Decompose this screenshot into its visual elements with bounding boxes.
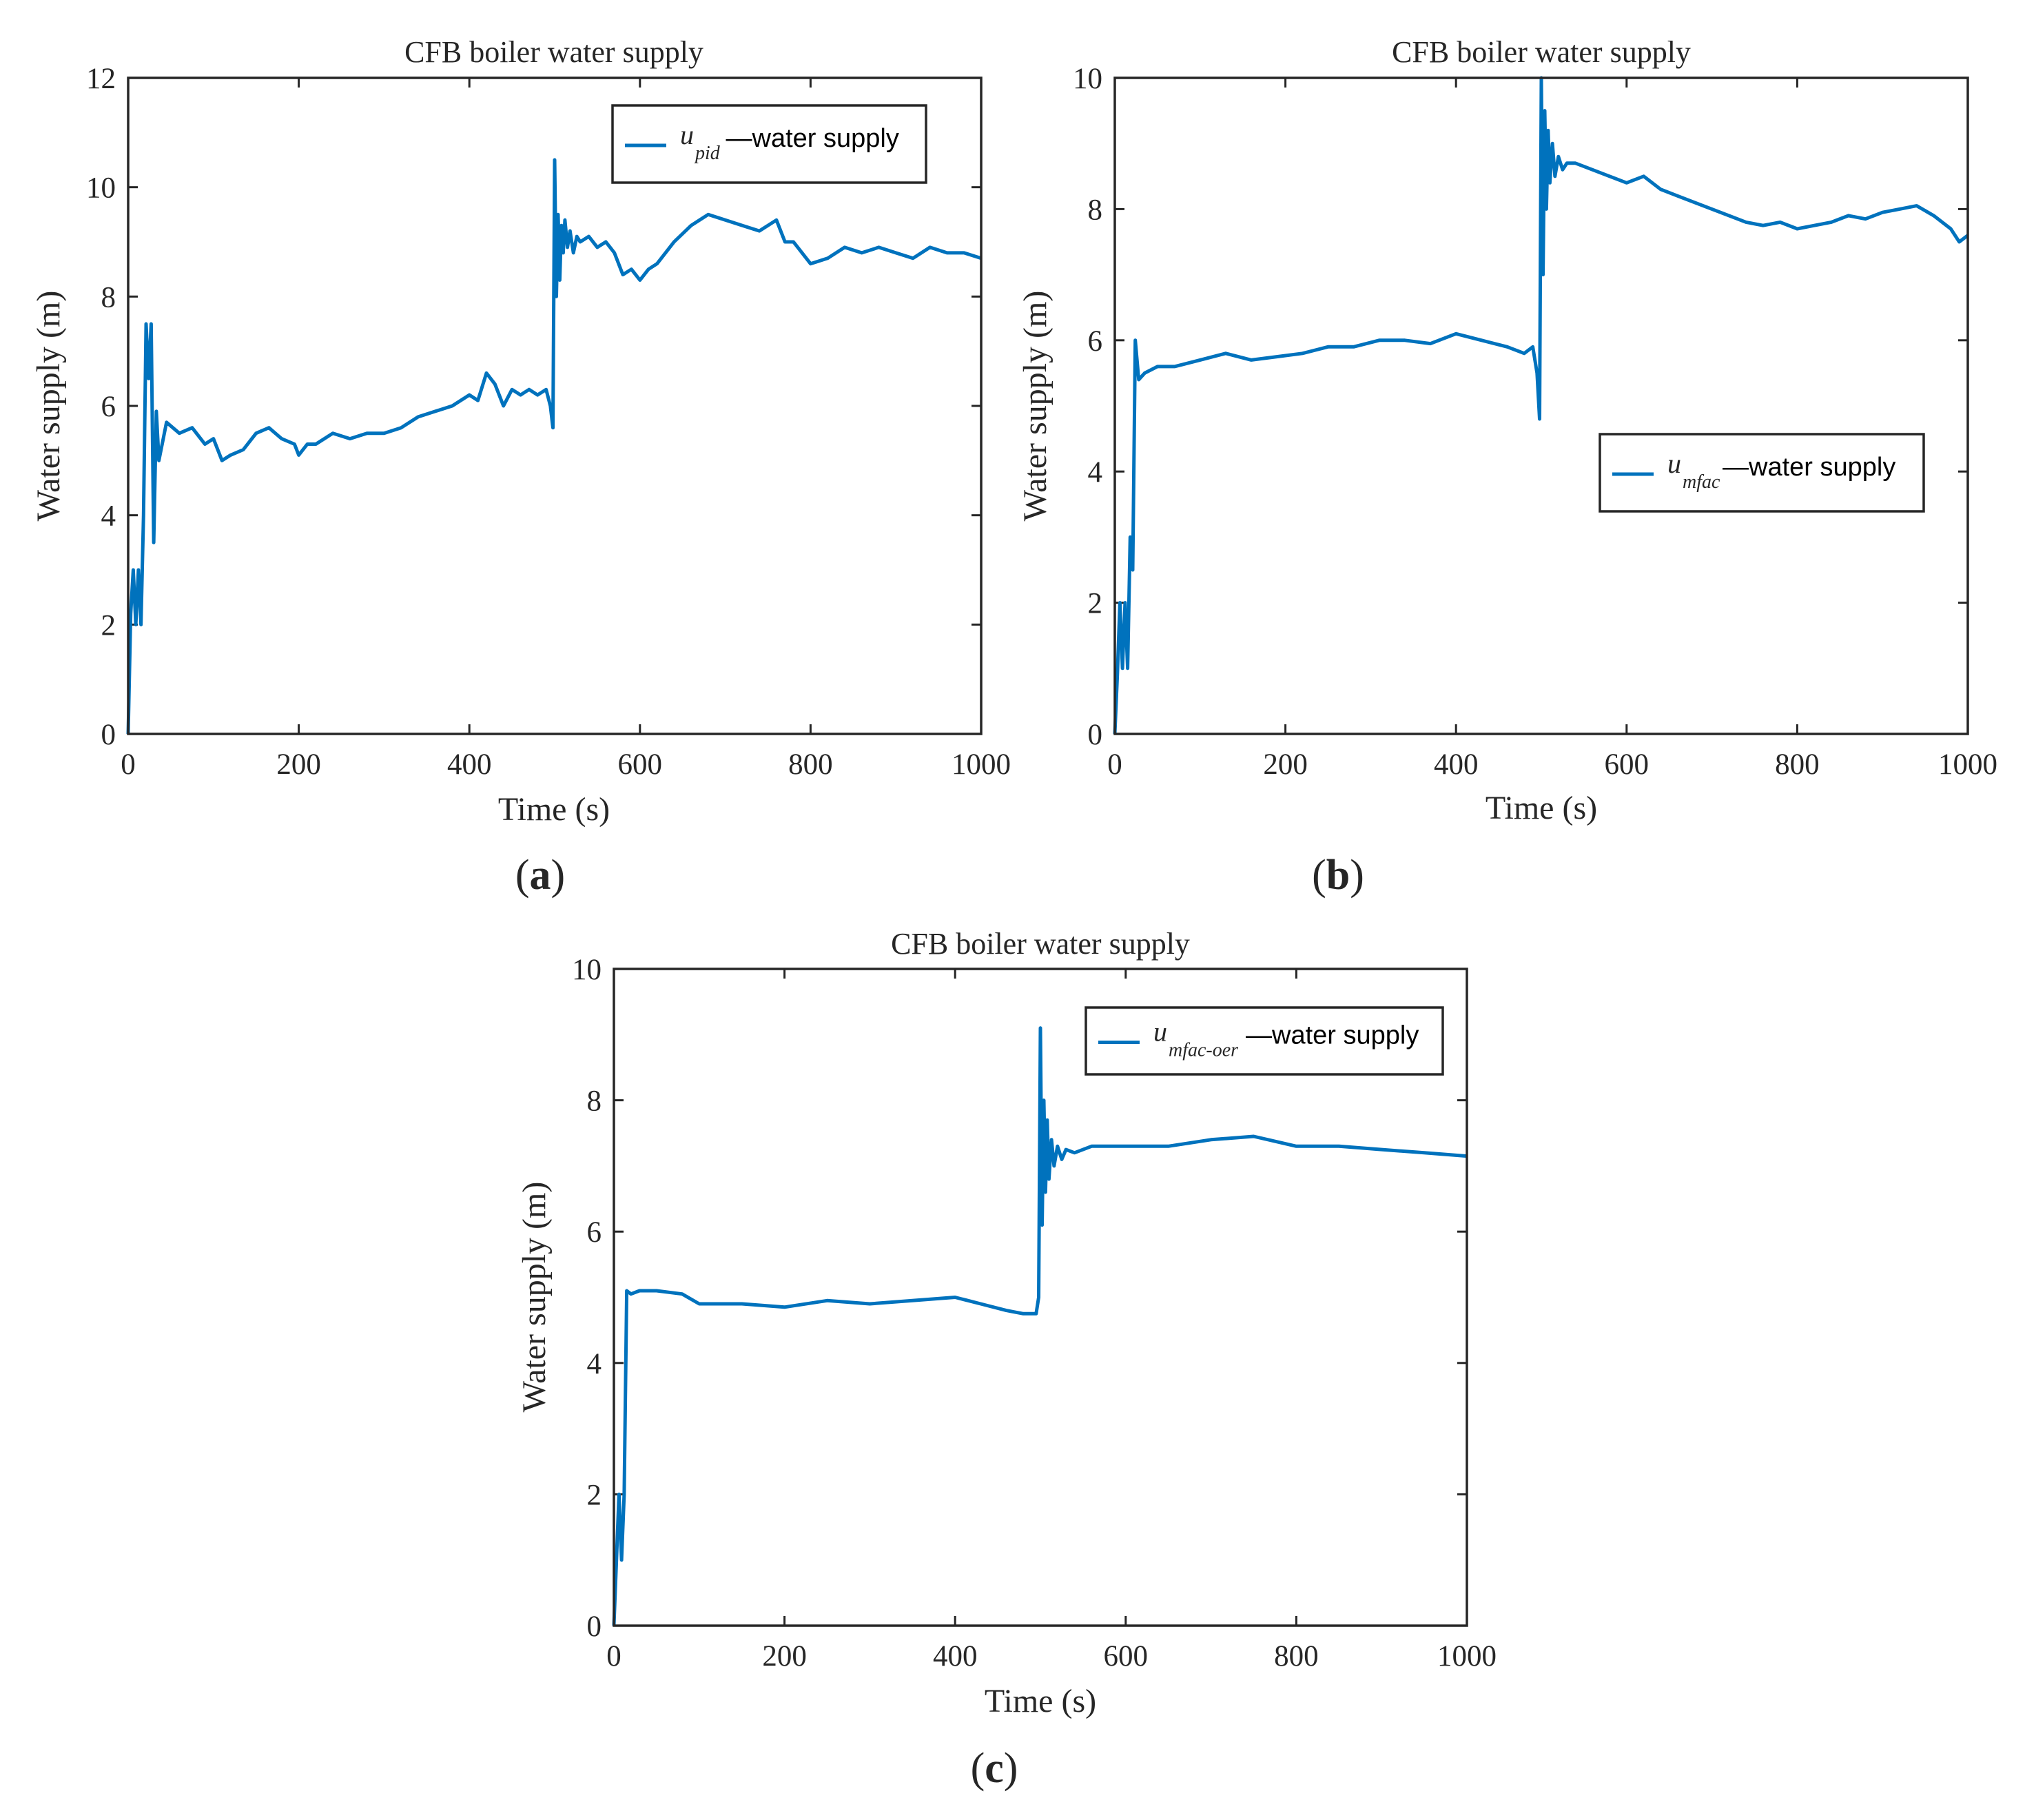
plot-frame [1113,76,1969,735]
legend-label: —water supply [1723,453,1895,482]
panel-a: CFB boiler water supply 0 200 400 600 800 1000… [30,35,1011,899]
y-tick-label: 0 [587,1611,602,1643]
y-tick-label: 2 [101,609,116,642]
x-tick-label: 0 [121,748,136,781]
x-tick-label: 200 [1263,748,1308,781]
panel-label: (c) [971,1745,1018,1792]
panel-letter: c [985,1745,1004,1792]
x-tick-label: 800 [1775,748,1820,781]
y-tick-label: 10 [572,954,602,986]
x-tick-label: 400 [933,1640,978,1673]
x-axis-label: Time (s) [1486,790,1597,826]
x-tick-label: 1000 [952,748,1011,781]
y-tick-label: 12 [86,63,116,95]
plot-frame [613,968,1468,1627]
x-tick-label: 200 [276,748,321,781]
y-tick-label: 2 [587,1479,602,1511]
x-tick-label: 400 [1434,748,1479,781]
panel-letter: b [1326,852,1350,899]
y-tick-label: 0 [101,719,116,751]
y-axis-label: Water supply (m) [30,291,67,522]
chart-title: CFB boiler water supply [891,927,1190,961]
legend-symbol: u [1667,448,1681,479]
y-axis-label: Water supply (m) [1017,291,1053,522]
chart-title: CFB boiler water supply [404,35,703,69]
panel-letter: a [530,852,551,899]
y-tick-label: 4 [101,500,116,533]
legend-label: —water supply [726,124,899,153]
x-tick-label: 400 [447,748,492,781]
series-line [612,1026,1468,1626]
y-tick-label: 6 [101,391,116,423]
x-axis-label: Time (s) [498,791,610,828]
y-tick-label: 8 [587,1085,602,1118]
x-tick-label: 1000 [1938,748,1997,781]
x-tick-label: 1000 [1437,1640,1497,1673]
legend-symbol: u [680,119,694,150]
y-axis-label: Water supply (m) [516,1182,553,1413]
x-axis-label: Time (s) [985,1683,1096,1719]
panel-label: (a) [515,852,565,899]
legend-subscript: mfac [1683,471,1720,493]
x-tick-label: 600 [1605,748,1649,781]
y-tick-label: 8 [1088,194,1103,226]
x-tick-label: 600 [618,748,663,781]
series-line [1113,76,1969,735]
panel-label: (b) [1312,852,1364,899]
y-tick-label: 0 [1088,719,1103,751]
y-tick-label: 6 [587,1216,602,1249]
legend-label: —water supply [1246,1021,1419,1050]
y-tick-label: 6 [1088,325,1103,358]
x-tick-label: 800 [788,748,833,781]
legend-box [611,104,927,184]
panel-b: CFB boiler water supply 0 200 400 600 800 1000… [1017,35,1997,899]
panel-c: CFB boiler water supply 0 200 400 600 800 1000… [516,927,1497,1792]
x-tick-label: 0 [606,1640,621,1673]
y-tick-label: 2 [1088,588,1103,620]
legend-box [1599,433,1925,513]
x-tick-label: 0 [1107,748,1122,781]
y-tick-label: 8 [101,281,116,314]
y-tick-label: 10 [86,172,116,205]
series-line [126,158,982,735]
x-tick-label: 800 [1274,1640,1319,1673]
y-tick-label: 4 [1088,456,1103,489]
legend-subscript: pid [694,143,721,164]
y-tick-label: 10 [1073,63,1102,95]
x-tick-label: 200 [762,1640,807,1673]
chart-title: CFB boiler water supply [1392,35,1691,69]
y-tick-label: 4 [587,1348,602,1380]
x-tick-label: 600 [1104,1640,1149,1673]
plot-frame [127,76,983,735]
legend-box [1085,1006,1444,1076]
legend-subscript: mfac-oer [1169,1040,1238,1061]
legend-symbol: u [1153,1016,1167,1047]
